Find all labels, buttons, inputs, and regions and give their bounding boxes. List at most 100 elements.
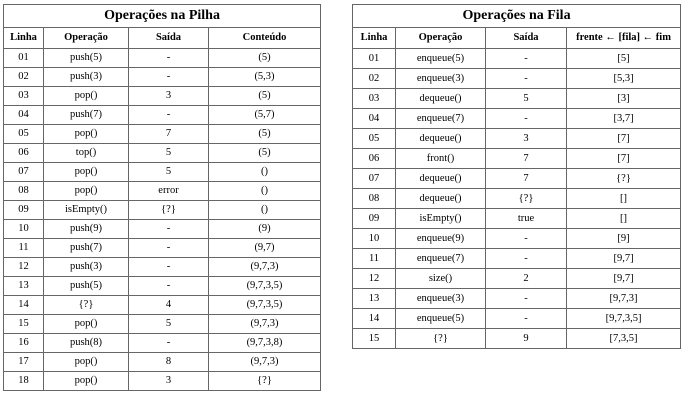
cell-saida: 3 — [128, 86, 209, 106]
cell-linha: 13 — [352, 288, 396, 309]
cell-saida: 5 — [128, 162, 209, 182]
cell-saida: 2 — [485, 268, 567, 289]
cell-conteudo: [] — [565, 208, 682, 229]
stack-header-operacao: Operação — [43, 27, 129, 49]
cell-linha: 05 — [3, 124, 44, 144]
table-row: 17 pop() 8 (9,7,3) — [3, 352, 322, 372]
table-row: 07 pop() 5() — [3, 162, 322, 182]
cell-conteudo: (5,3) — [207, 67, 322, 87]
cell-operacao: dequeue() — [395, 128, 486, 149]
cell-operacao: pop() — [43, 181, 129, 201]
cell-linha: 12 — [3, 257, 44, 277]
cell-linha: 14 — [352, 308, 396, 329]
cell-operacao: push(7) — [43, 105, 129, 125]
cell-saida: - — [128, 333, 209, 353]
cell-linha: 03 — [352, 88, 396, 109]
table-row: 03 pop() 3 (5) — [3, 86, 322, 106]
cell-operacao: dequeue() — [395, 88, 486, 109]
cell-conteudo: {?} — [207, 371, 322, 391]
cell-saida: true — [485, 208, 567, 229]
table-row: 02 enqueue(3) - [5,3] — [352, 68, 682, 89]
table-row: 11 push(7) - (9,7) — [3, 238, 322, 258]
cell-conteudo: (9,7,3,8) — [207, 333, 322, 353]
cell-operacao: dequeue() — [395, 168, 486, 189]
cell-linha: 10 — [352, 228, 396, 249]
cell-conteudo: (5) — [207, 143, 322, 163]
cell-operacao: push(5) — [43, 276, 129, 296]
cell-linha: 15 — [3, 314, 44, 334]
cell-linha: 17 — [3, 352, 44, 372]
cell-linha: 10 — [3, 219, 44, 239]
cell-saida: 7 — [485, 168, 567, 189]
cell-saida: 3 — [128, 371, 209, 391]
cell-operacao: enqueue(9) — [395, 228, 486, 249]
cell-operacao: push(5) — [43, 48, 129, 68]
cell-saida: - — [485, 288, 567, 309]
table-row: 07 dequeue() 7 {?} — [352, 168, 682, 189]
cell-linha: 04 — [352, 108, 396, 129]
table-row: 01 push(5) - (5) — [3, 48, 322, 68]
cell-operacao: isEmpty() — [43, 200, 129, 220]
stack-table-body: 01 push(5) - (5) 02 push(3) - (5,3) 03 pop() 3 (5) 0… — [3, 48, 322, 391]
cell-linha: 09 — [352, 208, 396, 229]
stack-header-linha: Linha — [3, 27, 44, 49]
cell-saida: - — [128, 219, 209, 239]
cell-conteudo: (9) — [207, 219, 322, 239]
cell-linha: 06 — [3, 143, 44, 163]
cell-saida: {?} — [128, 200, 209, 220]
stack-table-title-row: Operações na Pilha — [2, 4, 322, 28]
table-row: 02 push(3) - (5,3) — [3, 67, 322, 87]
cell-operacao: pop() — [43, 86, 129, 106]
cell-saida: - — [485, 48, 567, 69]
table-row: 13 enqueue(3) - [9,7,3] — [352, 288, 682, 309]
cell-conteudo: [9,7,3,5] — [565, 308, 682, 329]
queue-operations-table: Operações na Fila Linha Operação Saída f… — [351, 4, 682, 349]
cell-saida: - — [128, 48, 209, 68]
table-row: 13 push(5) - (9,7,3,5) — [3, 276, 322, 296]
cell-conteudo: () — [207, 200, 322, 220]
table-row: 06 top() 5 (5) — [3, 143, 322, 163]
cell-linha: 07 — [352, 168, 396, 189]
cell-saida: 5 — [485, 88, 567, 109]
cell-saida: - — [128, 257, 209, 277]
cell-conteudo: (9,7,3) — [207, 257, 322, 277]
table-row: 06 front() 7 [7] — [352, 148, 682, 169]
cell-operacao: push(3) — [43, 67, 129, 87]
cell-conteudo: [7] — [565, 128, 682, 149]
cell-saida: - — [485, 248, 567, 269]
cell-linha: 07 — [3, 162, 44, 182]
cell-saida: 3 — [485, 128, 567, 149]
cell-saida: 9 — [485, 328, 567, 349]
table-row: 03 dequeue() 5 [3] — [352, 88, 682, 109]
cell-operacao: size() — [395, 268, 486, 289]
queue-header-linha: Linha — [352, 27, 396, 49]
table-row: 12 size() 2 [9,7] — [352, 268, 682, 289]
cell-linha: 02 — [352, 68, 396, 89]
cell-linha: 08 — [352, 188, 396, 209]
queue-table-header-row: Linha Operação Saída frente ← [fila] ← f… — [352, 27, 682, 49]
stack-header-saida: Saída — [128, 27, 209, 49]
table-row: 14 {?} 4 (9,7,3,5) — [3, 295, 322, 315]
cell-operacao: pop() — [43, 162, 129, 182]
cell-conteudo: [9,7,3] — [565, 288, 682, 309]
table-row: 11 enqueue(7) - [9,7] — [352, 248, 682, 269]
cell-linha: 18 — [3, 371, 44, 391]
queue-table-title-row: Operações na Fila — [351, 4, 682, 28]
cell-saida: - — [128, 67, 209, 87]
cell-conteudo: (9,7) — [207, 238, 322, 258]
cell-operacao: {?} — [395, 328, 486, 349]
cell-operacao: push(7) — [43, 238, 129, 258]
cell-linha: 04 — [3, 105, 44, 125]
queue-header-operacao: Operação — [395, 27, 486, 49]
table-row: 04 push(7) - (5,7) — [3, 105, 322, 125]
queue-header-fila: frente ← [fila] ← fim — [565, 27, 682, 49]
table-row: 09 isEmpty() true[] — [352, 208, 682, 229]
stack-header-conteudo: Conteúdo — [207, 27, 322, 49]
cell-operacao: enqueue(7) — [395, 248, 486, 269]
table-row: 05 pop() 7 (5) — [3, 124, 322, 144]
cell-saida: 5 — [128, 314, 209, 334]
stack-operations-table: Operações na Pilha Linha Operação Saída … — [2, 4, 322, 391]
cell-conteudo: (5) — [207, 86, 322, 106]
cell-linha: 09 — [3, 200, 44, 220]
